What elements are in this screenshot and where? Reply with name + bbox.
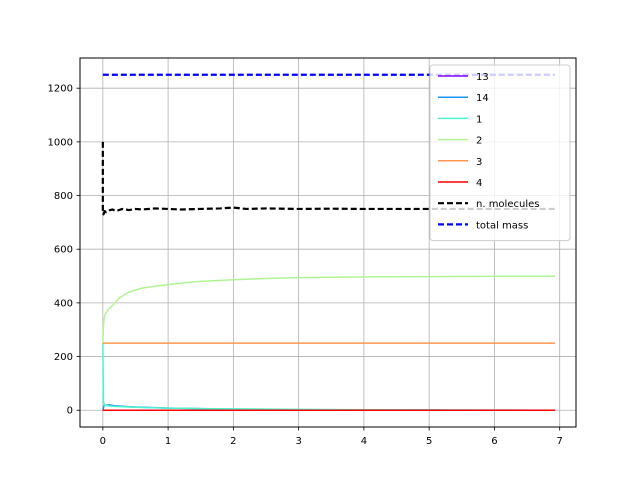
plot-series [101,73,556,411]
legend-label: 13 [476,72,489,83]
x-tick-label: 3 [295,436,301,447]
legend-label: 4 [476,178,482,189]
x-tick-label: 0 [100,436,106,447]
legend-label: 3 [476,157,482,168]
plot-frame [79,57,577,428]
legend-label: total mass [476,220,528,231]
x-tick-label: 6 [491,436,497,447]
legend-label: 1 [476,114,482,125]
y-tick-label: 1200 [48,84,73,95]
x-tick-label: 2 [230,436,236,447]
x-tick-label: 4 [361,436,367,447]
x-tick-label: 1 [165,436,171,447]
legend-label: 14 [476,93,489,104]
series-line-n-molecules [101,141,556,216]
y-tick-label: 200 [54,352,73,363]
legend-label: 2 [476,136,482,147]
y-tick-label: 0 [67,406,73,417]
legend-label: n. molecules [476,199,539,210]
legend: 13 14 1 2 3 4 n. molecules total mass [429,64,571,242]
series-line-2 [102,275,556,344]
y-tick-label: 800 [54,191,73,202]
x-tick-label: 7 [556,436,562,447]
legend-box [429,64,571,242]
axes: 0 1 2 3 4 5 6 7 0 200 400 600 800 1000 1200 [48,84,563,447]
y-tick-label: 400 [54,298,73,309]
y-tick-label: 600 [54,245,73,256]
x-tick-label: 5 [426,436,432,447]
y-tick-label: 1000 [48,137,73,148]
